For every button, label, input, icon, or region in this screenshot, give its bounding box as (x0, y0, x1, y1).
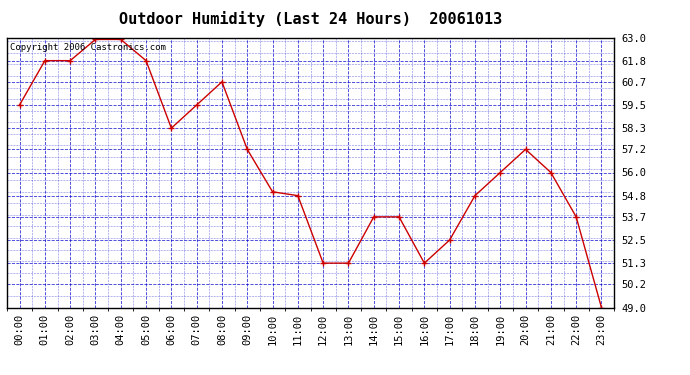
Text: Outdoor Humidity (Last 24 Hours)  20061013: Outdoor Humidity (Last 24 Hours) 2006101… (119, 11, 502, 27)
Text: Copyright 2006 Castronics.com: Copyright 2006 Castronics.com (10, 43, 166, 52)
